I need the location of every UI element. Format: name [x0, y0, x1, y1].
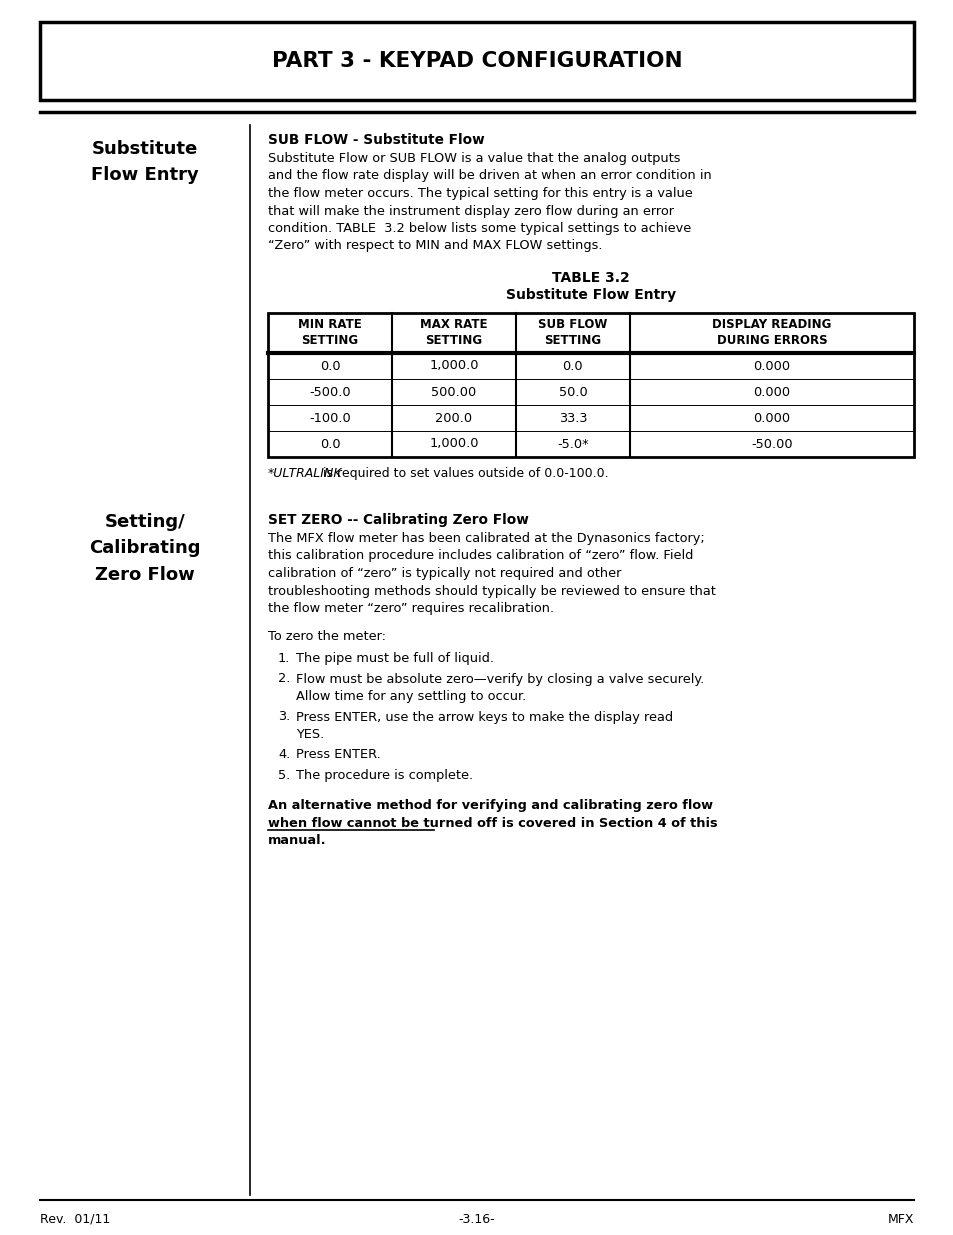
Text: 50.0: 50.0	[558, 385, 587, 399]
Text: 4.: 4.	[277, 748, 290, 762]
Text: and the flow rate display will be driven at when an error condition in: and the flow rate display will be driven…	[268, 169, 711, 183]
Text: 1.: 1.	[277, 652, 290, 664]
Text: -100.0: -100.0	[309, 411, 351, 425]
Text: when flow cannot be turned off is covered in Section 4 of this: when flow cannot be turned off is covere…	[268, 818, 717, 830]
Text: To zero the meter:: To zero the meter:	[268, 630, 386, 642]
Text: this calibration procedure includes calibration of “zero” flow. Field: this calibration procedure includes cali…	[268, 550, 693, 562]
Text: 0.000: 0.000	[753, 411, 790, 425]
Text: 2.: 2.	[277, 673, 290, 685]
Text: 1,000.0: 1,000.0	[429, 359, 478, 373]
Text: 0.0: 0.0	[319, 359, 340, 373]
Text: 5.: 5.	[277, 769, 290, 782]
Text: 1,000.0: 1,000.0	[429, 437, 478, 451]
Text: Flow must be absolute zero—verify by closing a valve securely.: Flow must be absolute zero—verify by clo…	[295, 673, 703, 685]
Text: 0.000: 0.000	[753, 385, 790, 399]
Text: 500.00: 500.00	[431, 385, 476, 399]
Text: -500.0: -500.0	[309, 385, 351, 399]
Text: 200.0: 200.0	[435, 411, 472, 425]
Text: The MFX flow meter has been calibrated at the Dynasonics factory;: The MFX flow meter has been calibrated a…	[268, 532, 704, 545]
Text: *ULTRALINK: *ULTRALINK	[268, 467, 342, 480]
Text: SET ZERO -- Calibrating Zero Flow: SET ZERO -- Calibrating Zero Flow	[268, 513, 528, 527]
Text: is required to set values outside of 0.0-100.0.: is required to set values outside of 0.0…	[318, 467, 608, 480]
Text: Substitute
Flow Entry: Substitute Flow Entry	[91, 140, 198, 184]
Text: The procedure is complete.: The procedure is complete.	[295, 769, 473, 782]
Text: DISPLAY READING
DURING ERRORS: DISPLAY READING DURING ERRORS	[712, 319, 831, 347]
Text: Press ENTER.: Press ENTER.	[295, 748, 380, 762]
Text: -3.16-: -3.16-	[458, 1213, 495, 1226]
Text: YES.: YES.	[295, 727, 324, 741]
Text: SUB FLOW - Substitute Flow: SUB FLOW - Substitute Flow	[268, 133, 484, 147]
Bar	[268, 312, 913, 457]
Text: 33.3: 33.3	[558, 411, 586, 425]
Text: troubleshooting methods should typically be reviewed to ensure that: troubleshooting methods should typically…	[268, 584, 715, 598]
Text: that will make the instrument display zero flow during an error: that will make the instrument display ze…	[268, 205, 673, 217]
Text: -5.0*: -5.0*	[557, 437, 588, 451]
Bar	[40, 22, 913, 100]
Text: Setting/
Calibrating
Zero Flow: Setting/ Calibrating Zero Flow	[90, 513, 200, 584]
Text: An alternative method for verifying and calibrating zero flow: An alternative method for verifying and …	[268, 799, 712, 813]
Text: the flow meter “zero” requires recalibration.: the flow meter “zero” requires recalibra…	[268, 601, 554, 615]
Text: “Zero” with respect to MIN and MAX FLOW settings.: “Zero” with respect to MIN and MAX FLOW …	[268, 240, 602, 252]
Text: MAX RATE
SETTING: MAX RATE SETTING	[420, 319, 487, 347]
Text: -50.00: -50.00	[750, 437, 792, 451]
Text: Substitute Flow or SUB FLOW is a value that the analog outputs: Substitute Flow or SUB FLOW is a value t…	[268, 152, 679, 165]
Text: calibration of “zero” is typically not required and other: calibration of “zero” is typically not r…	[268, 567, 620, 580]
Text: condition. TABLE  3.2 below lists some typical settings to achieve: condition. TABLE 3.2 below lists some ty…	[268, 222, 691, 235]
Text: manual.: manual.	[268, 835, 326, 847]
Text: 3.: 3.	[277, 710, 290, 724]
Text: MFX: MFX	[886, 1213, 913, 1226]
Text: The pipe must be full of liquid.: The pipe must be full of liquid.	[295, 652, 494, 664]
Text: MIN RATE
SETTING: MIN RATE SETTING	[298, 319, 361, 347]
Text: Substitute Flow Entry: Substitute Flow Entry	[505, 288, 676, 303]
Text: 0.0: 0.0	[562, 359, 582, 373]
Text: PART 3 - KEYPAD CONFIGURATION: PART 3 - KEYPAD CONFIGURATION	[272, 51, 681, 70]
Text: 0.000: 0.000	[753, 359, 790, 373]
Text: SUB FLOW
SETTING: SUB FLOW SETTING	[537, 319, 607, 347]
Text: Rev.  01/11: Rev. 01/11	[40, 1213, 111, 1226]
Text: Press ENTER, use the arrow keys to make the display read: Press ENTER, use the arrow keys to make …	[295, 710, 673, 724]
Text: the flow meter occurs. The typical setting for this entry is a value: the flow meter occurs. The typical setti…	[268, 186, 692, 200]
Text: 0.0: 0.0	[319, 437, 340, 451]
Text: Allow time for any settling to occur.: Allow time for any settling to occur.	[295, 690, 526, 703]
Text: TABLE 3.2: TABLE 3.2	[552, 270, 629, 285]
